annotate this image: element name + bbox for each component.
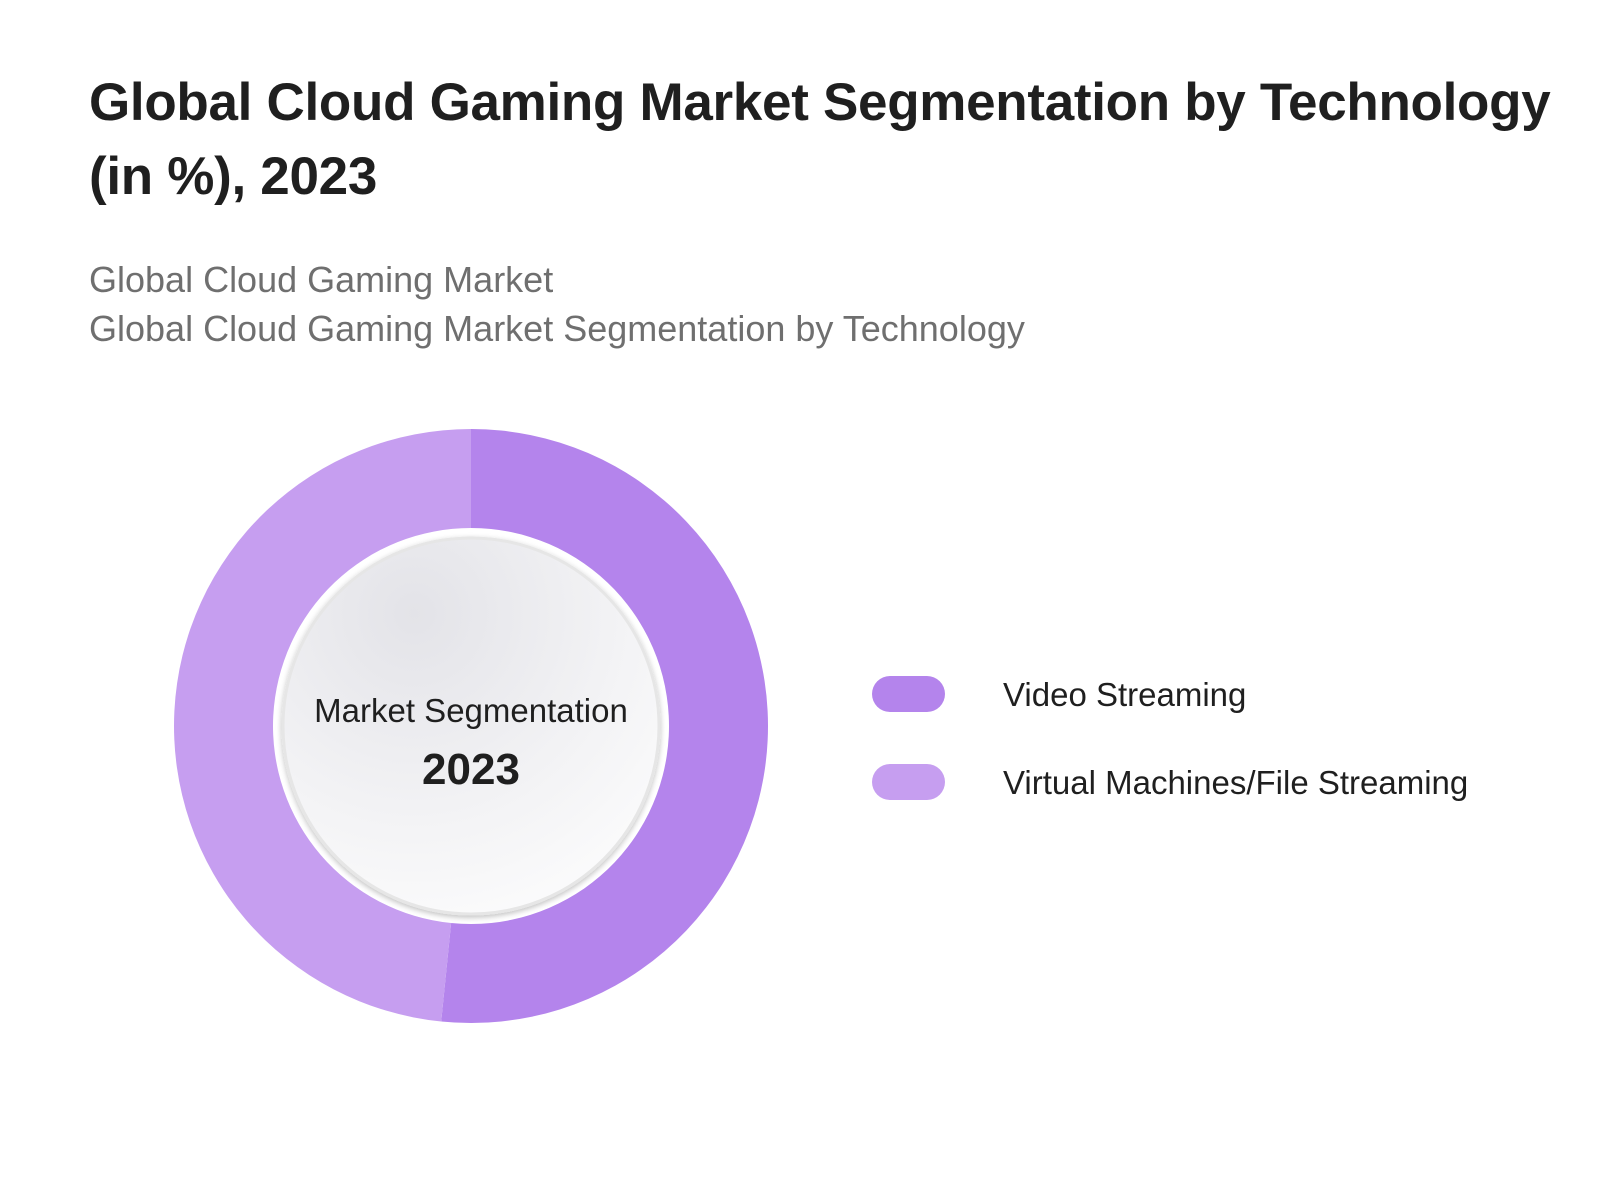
chart-legend: Video Streaming Virtual Machines/File Str…	[872, 676, 1468, 801]
donut-slices	[174, 429, 769, 1024]
legend-label: Video Streaming	[1003, 676, 1246, 713]
legend-swatch	[872, 676, 945, 712]
center-label: Market Segmentation	[314, 692, 628, 729]
chart-subtitle: Global Cloud Gaming Market Global Cloud …	[89, 255, 1025, 353]
center-year: 2023	[422, 745, 520, 794]
legend-swatch	[872, 764, 945, 800]
slice-video-streaming	[441, 429, 769, 1024]
subtitle-line-1: Global Cloud Gaming Market	[89, 259, 554, 300]
legend-label: Virtual Machines/File Streaming	[1003, 764, 1468, 801]
chart-title: Global Cloud Gaming Market Segmentation …	[89, 73, 1551, 206]
subtitle-line-2: Global Cloud Gaming Market Segmentation …	[89, 308, 1025, 349]
slice-virtual-machines-file-streaming	[174, 429, 471, 1022]
donut-center	[281, 536, 661, 916]
